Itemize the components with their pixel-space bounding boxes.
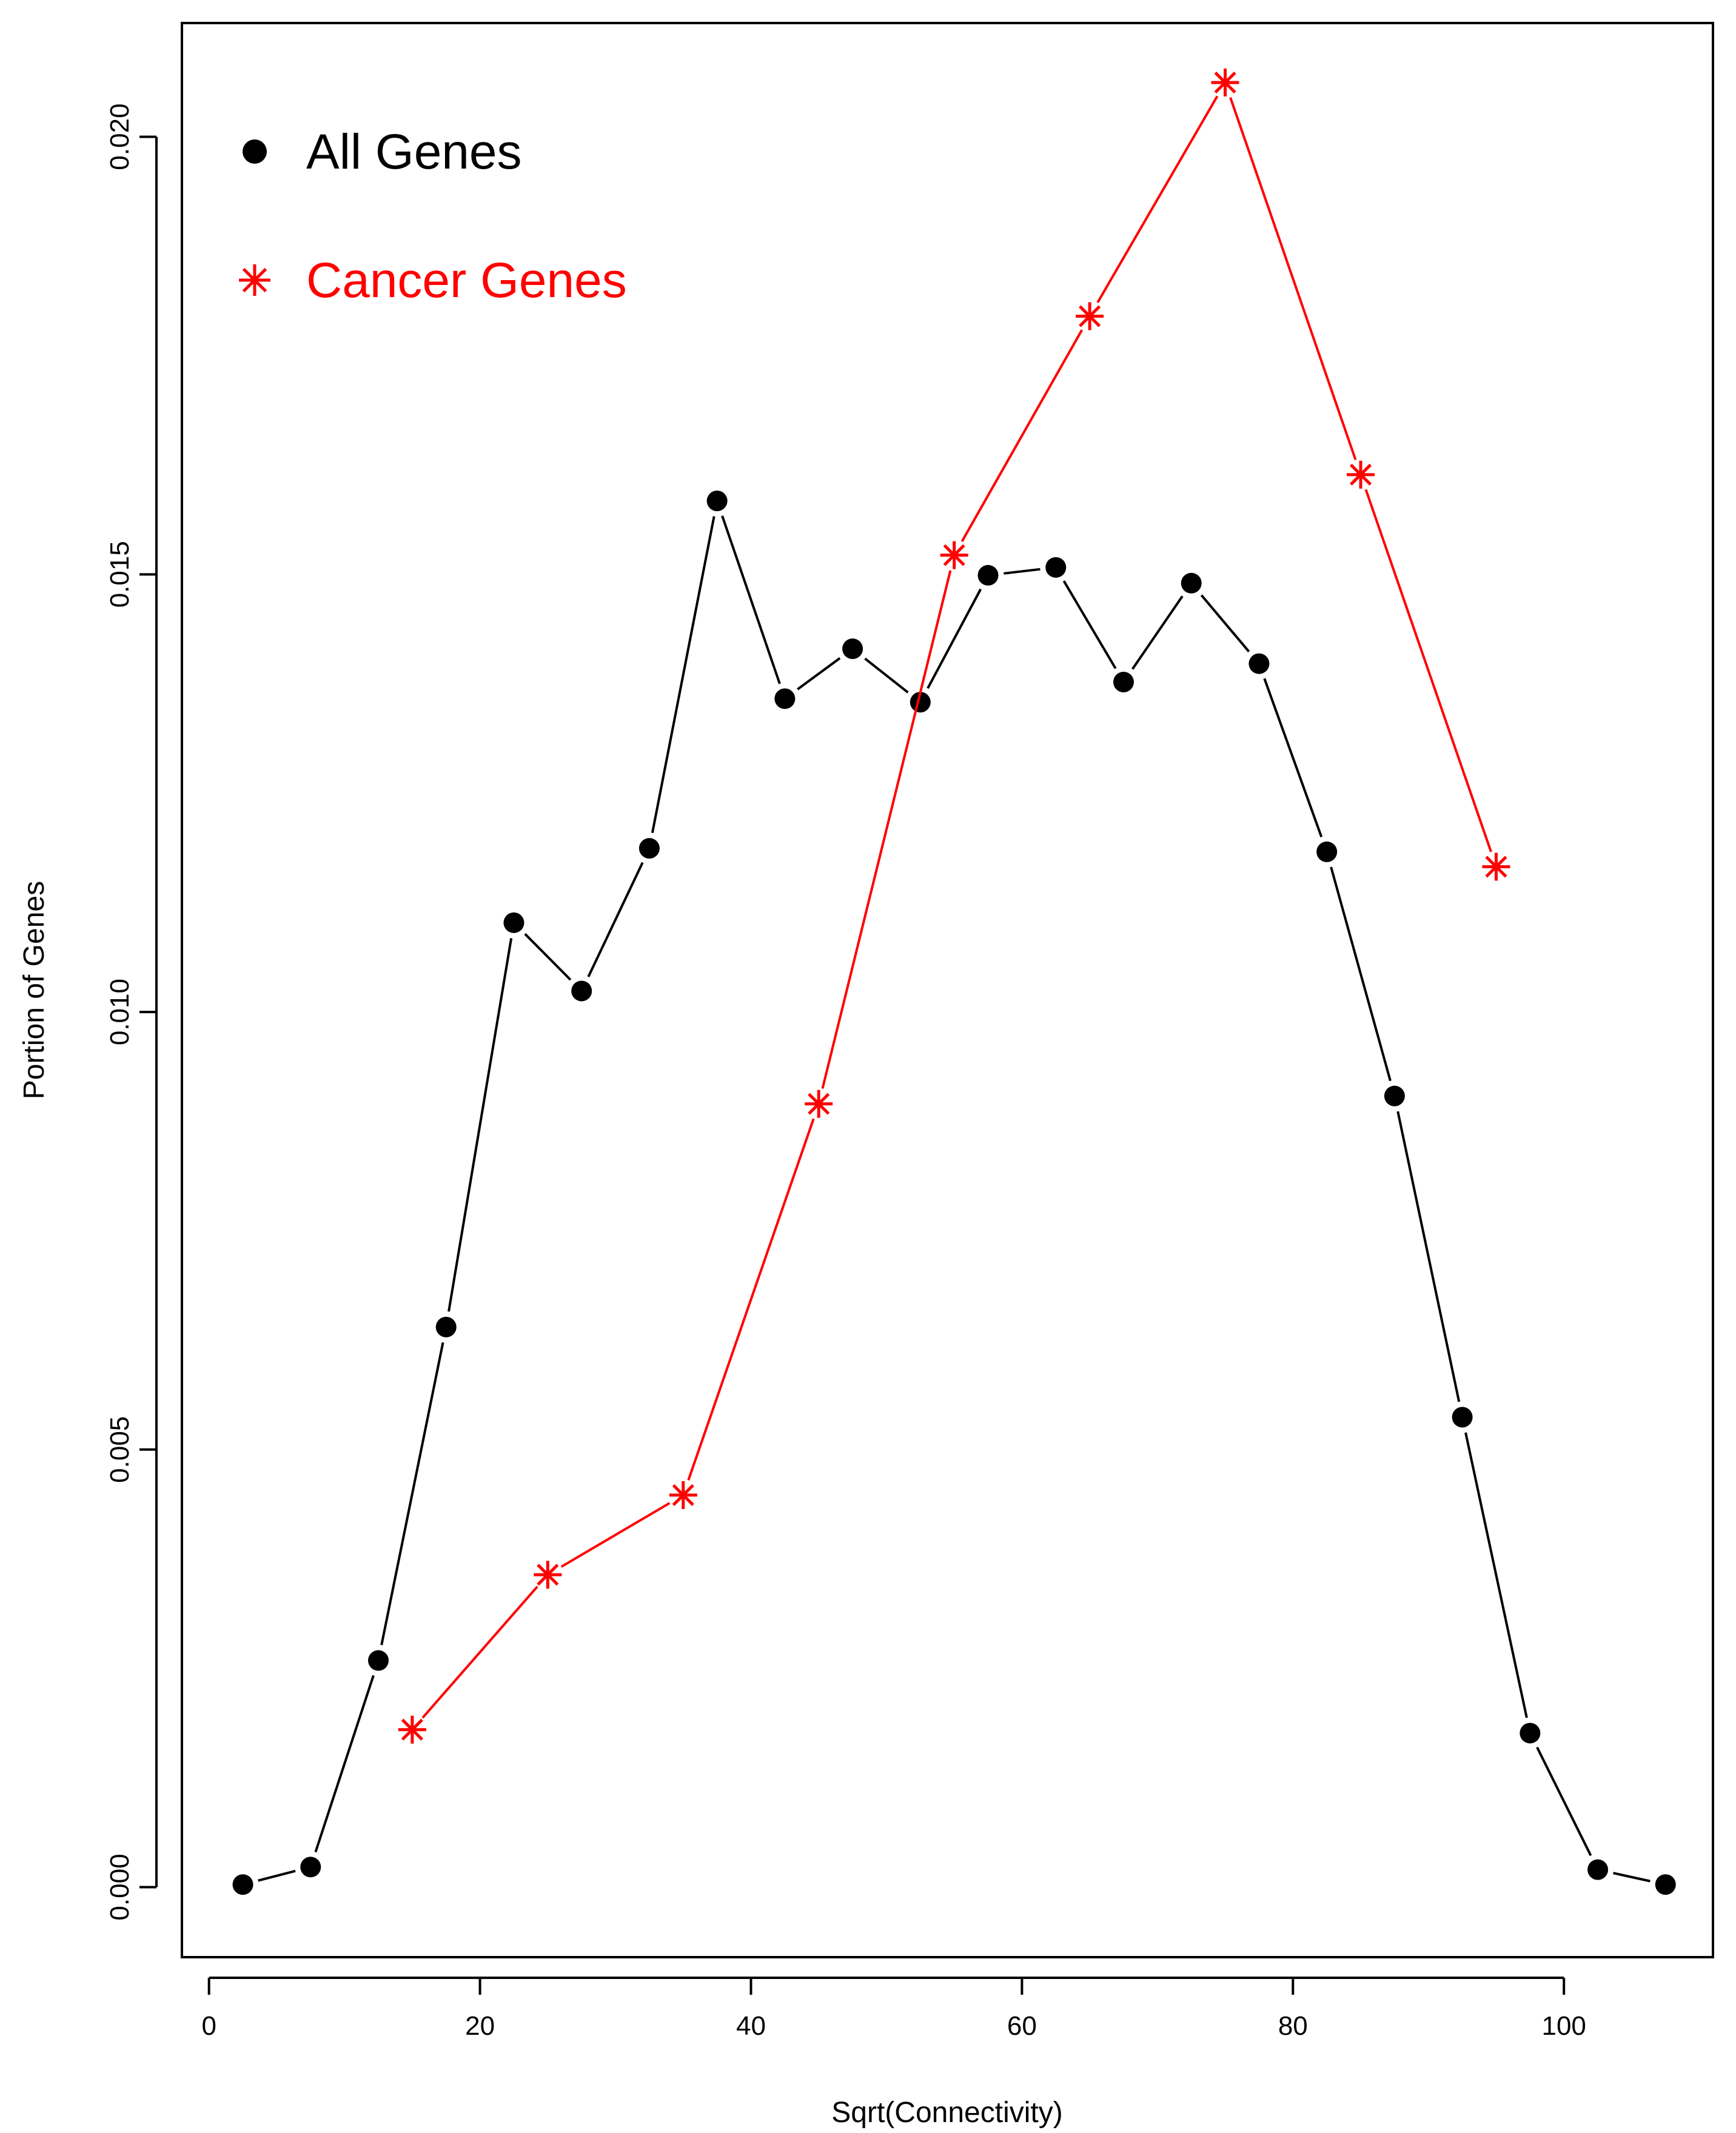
all-genes-point [368, 1650, 389, 1671]
all-genes-line-segment [1613, 1872, 1651, 1883]
x-tick-label: 60 [1007, 2011, 1037, 2041]
all-genes-point [1520, 1723, 1541, 1744]
all-genes-point [1045, 557, 1067, 578]
x-tick-label: 100 [1541, 2011, 1586, 2041]
x-axis: 0 20 40 60 80 100 [201, 1977, 1586, 2041]
all-genes-line-segment [1062, 580, 1117, 669]
cancer-genes-point [805, 1090, 833, 1118]
all-genes-line-segment [651, 516, 716, 834]
all-genes-point [638, 838, 660, 859]
all-genes-point [300, 1857, 321, 1878]
all-genes-point [435, 1316, 457, 1338]
series-cancer-genes [398, 69, 1510, 1744]
all-genes-line-segment [1396, 1111, 1461, 1402]
all-genes-point [1248, 653, 1270, 674]
plot-frame [181, 22, 1714, 1958]
all-genes-line-segment [1200, 594, 1250, 652]
all-genes-point [503, 912, 524, 933]
all-genes-line-segment [587, 862, 644, 977]
y-tick-label: 0.000 [105, 1853, 135, 1920]
all-genes-line-segment [927, 588, 982, 689]
all-genes-line-segment [1131, 595, 1184, 670]
all-genes-line-segment [1464, 1432, 1528, 1718]
all-genes-point [910, 692, 931, 713]
all-genes-point [232, 1874, 253, 1895]
legend-label-cancer-genes: Cancer Genes [306, 253, 627, 308]
cancer-genes-line-segment [560, 1502, 671, 1568]
y-tick-label: 0.010 [105, 979, 135, 1045]
all-genes-line-segment [1263, 678, 1323, 838]
cancer-genes-line-segment [1096, 95, 1219, 304]
cancer-genes-point [1211, 69, 1239, 97]
y-tick-label: 0.020 [105, 104, 135, 170]
all-genes-point [1655, 1874, 1676, 1895]
cancer-genes-line-segment [960, 329, 1084, 542]
x-tick-label: 20 [465, 2011, 495, 2041]
legend-marker-cancer-genes [239, 264, 270, 296]
cancer-genes-point [534, 1561, 562, 1589]
all-genes-point [571, 980, 592, 1002]
all-genes-point [706, 491, 728, 512]
series-all-genes [232, 491, 1676, 1895]
all-genes-line-segment [721, 515, 781, 685]
y-axis-title: Portion of Genes [18, 881, 50, 1099]
all-genes-line-segment [258, 1869, 296, 1882]
cancer-genes-line-segment [1229, 97, 1357, 460]
all-genes-point [774, 688, 796, 709]
all-genes-line-segment [314, 1675, 375, 1853]
all-genes-line-segment [864, 657, 909, 694]
all-genes-point [1452, 1407, 1473, 1428]
legend-label-all-genes: All Genes [306, 124, 522, 179]
y-axis: 0.000 0.005 0.010 0.015 0.020 [105, 104, 158, 1921]
y-tick-label: 0.015 [105, 541, 135, 608]
legend: All Genes Cancer Genes [239, 124, 627, 308]
all-genes-line-segment [1330, 866, 1392, 1082]
cancer-genes-line-segment [421, 1586, 538, 1719]
cancer-genes-line-segment [1364, 489, 1492, 852]
cancer-genes-point [940, 541, 968, 569]
cancer-genes-point [1347, 460, 1375, 489]
all-genes-line-segment [380, 1342, 444, 1646]
legend-marker-all-genes [243, 139, 267, 164]
cancer-genes-point [669, 1481, 697, 1509]
all-genes-point [1113, 671, 1134, 692]
all-genes-point [1384, 1085, 1405, 1107]
all-genes-line-segment [1004, 568, 1041, 575]
cancer-genes-line-segment [687, 1118, 815, 1481]
y-tick-label: 0.005 [105, 1416, 135, 1483]
all-genes-line-segment [797, 657, 841, 691]
all-genes-line-segment [447, 938, 513, 1312]
cancer-genes-point [1076, 302, 1104, 330]
all-genes-point [1316, 841, 1338, 862]
x-tick-label: 80 [1278, 2011, 1308, 2041]
all-genes-point [977, 564, 999, 586]
all-genes-line-segment [1536, 1746, 1592, 1857]
cancer-genes-point [1482, 852, 1510, 881]
x-tick-label: 0 [201, 2011, 216, 2041]
all-genes-point [1181, 572, 1202, 594]
series-layer [232, 69, 1676, 1895]
x-axis-title: Sqrt(Connectivity) [831, 2097, 1062, 2129]
x-tick-label: 40 [736, 2011, 766, 2041]
all-genes-line-segment [524, 933, 572, 981]
all-genes-point [842, 638, 863, 660]
all-genes-point [1587, 1859, 1609, 1880]
cancer-genes-line-segment [821, 570, 952, 1089]
cancer-genes-point [398, 1715, 426, 1744]
